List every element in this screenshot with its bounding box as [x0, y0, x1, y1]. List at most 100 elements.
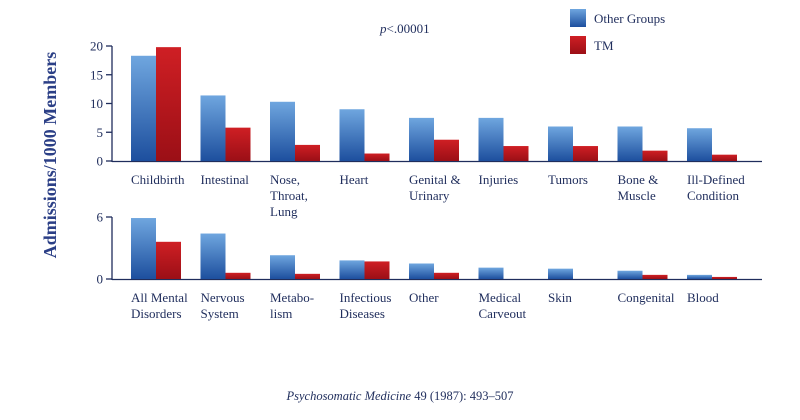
category-label-line: Intestinal — [201, 172, 250, 187]
category-label-line: Heart — [340, 172, 369, 187]
bar-other-groups-infectious-diseases — [339, 260, 365, 279]
category-label: Blood — [687, 290, 719, 305]
y-tick-label: 20 — [90, 39, 103, 54]
y-tick-label: 0 — [97, 154, 104, 169]
category-label-line: Bone & — [618, 172, 659, 187]
bar-tm-ill-defined-condition — [712, 154, 737, 161]
bar-other-groups-bone-muscle — [617, 126, 643, 161]
category-label-line: Other — [409, 290, 439, 305]
category-label: Nervous System — [201, 290, 245, 321]
category-label: Ill-Defined Condition — [687, 172, 745, 203]
category-label-line: Infectious — [340, 290, 392, 305]
bar-other-groups-other — [409, 263, 434, 279]
category-label: Nose, Throat, Lung — [270, 172, 308, 219]
legend: Other Groups TM — [570, 9, 665, 54]
significance-annotation: p<.00001 — [379, 21, 430, 36]
y-axis-label: Admissions/1000 Members — [40, 52, 60, 259]
category-label: Skin — [548, 290, 572, 305]
y-tick-label: 15 — [90, 67, 103, 82]
category-label-line: Skin — [548, 290, 572, 305]
category-label-line: All Mental — [131, 290, 188, 305]
bar-other-groups-heart — [339, 109, 365, 161]
bar-tm-tumors — [573, 146, 598, 161]
bar-tm-other — [434, 272, 459, 279]
bar-other-groups-injuries — [478, 117, 504, 161]
bar-tm-childbirth — [156, 47, 181, 161]
bar-tm-metabo-lism — [295, 273, 320, 279]
category-label-line: Ill-Defined — [687, 172, 745, 187]
bar-tm-heart — [364, 153, 390, 161]
category-label: Bone & Muscle — [618, 172, 659, 203]
category-label-line: Blood — [687, 290, 719, 305]
category-label-line: lism — [270, 306, 292, 321]
bar-tm-blood — [712, 276, 737, 279]
category-label: Intestinal — [201, 172, 250, 187]
category-label: All Mental Disorders — [131, 290, 188, 321]
bar-other-groups-metabo-lism — [270, 255, 295, 279]
bar-tm-injuries — [503, 146, 529, 161]
y-tick-label: 0 — [97, 272, 104, 287]
bar-tm-bone-muscle — [642, 150, 668, 161]
category-label-line: Medical — [479, 290, 522, 305]
citation-details: 49 (1987): 493–507 — [411, 389, 513, 403]
bar-other-groups-genital-urinary — [409, 117, 434, 161]
annotation-rest: <.00001 — [387, 21, 430, 36]
category-label-line: Nose, — [270, 172, 300, 187]
category-label: Tumors — [548, 172, 588, 187]
category-label-line: Metabo- — [270, 290, 314, 305]
category-label: Infectious Diseases — [340, 290, 392, 321]
y-tick-label: 5 — [97, 125, 104, 140]
bar-tm-genital-urinary — [434, 139, 459, 161]
category-label: Childbirth — [131, 172, 185, 187]
bar-tm-congenital — [642, 274, 668, 279]
bar-other-groups-tumors — [548, 126, 573, 161]
category-label: Metabo-lism — [270, 290, 314, 321]
category-label-line: Urinary — [409, 188, 450, 203]
category-label-line: Diseases — [340, 306, 386, 321]
category-label: Other — [409, 290, 439, 305]
category-label-line: Nervous — [201, 290, 245, 305]
bar-other-groups-skin — [548, 268, 573, 279]
y-tick-label: 10 — [90, 96, 103, 111]
category-label-line: Disorders — [131, 306, 182, 321]
category-label-line: Lung — [270, 204, 298, 219]
y-tick-label: 6 — [97, 210, 104, 225]
top-panel: 0 5 10 15 20 Childbirth Intestinal Nose, Throat,… — [90, 39, 762, 219]
bar-other-groups-intestinal — [200, 95, 226, 161]
category-label: Heart — [340, 172, 369, 187]
legend-swatch-other-groups — [570, 9, 586, 27]
category-label-line: Muscle — [618, 188, 657, 203]
category-label: Congenital — [618, 290, 675, 305]
bar-tm-nose-throat-lung — [295, 144, 320, 161]
bar-other-groups-blood — [687, 274, 712, 279]
category-label-line: Injuries — [479, 172, 519, 187]
citation-journal: Psychosomatic Medicine — [285, 389, 411, 403]
bar-other-groups-nervous-system — [200, 233, 226, 279]
category-label: Medical Carveout — [479, 290, 527, 321]
bar-other-groups-childbirth — [131, 55, 156, 161]
bar-tm-all-mental-disorders — [156, 241, 181, 279]
category-label: Genital & Urinary — [409, 172, 461, 203]
bar-tm-infectious-diseases — [364, 261, 390, 279]
bar-other-groups-ill-defined-condition — [687, 128, 712, 161]
bar-tm-intestinal — [225, 127, 251, 161]
bar-tm-nervous-system — [225, 272, 251, 279]
bar-other-groups-congenital — [617, 270, 643, 279]
bar-other-groups-medical-carveout — [478, 267, 504, 279]
bottom-panel: 0 6 All Mental Disorders Nervous System Metabo… — [97, 210, 762, 321]
annotation-italic: p — [379, 21, 387, 36]
category-label-line: System — [201, 306, 239, 321]
legend-label-tm: TM — [594, 38, 614, 53]
category-label: Injuries — [479, 172, 519, 187]
legend-label-other-groups: Other Groups — [594, 11, 665, 26]
category-label-line: Congenital — [618, 290, 675, 305]
category-label-line: Tumors — [548, 172, 588, 187]
category-label-line: Condition — [687, 188, 740, 203]
category-label-line: Throat, — [270, 188, 308, 203]
citation: Psychosomatic Medicine 49 (1987): 493–50… — [285, 389, 513, 403]
category-label-line: Carveout — [479, 306, 527, 321]
bar-other-groups-all-mental-disorders — [131, 218, 156, 279]
category-label-line: Childbirth — [131, 172, 185, 187]
category-label-line: Genital & — [409, 172, 461, 187]
